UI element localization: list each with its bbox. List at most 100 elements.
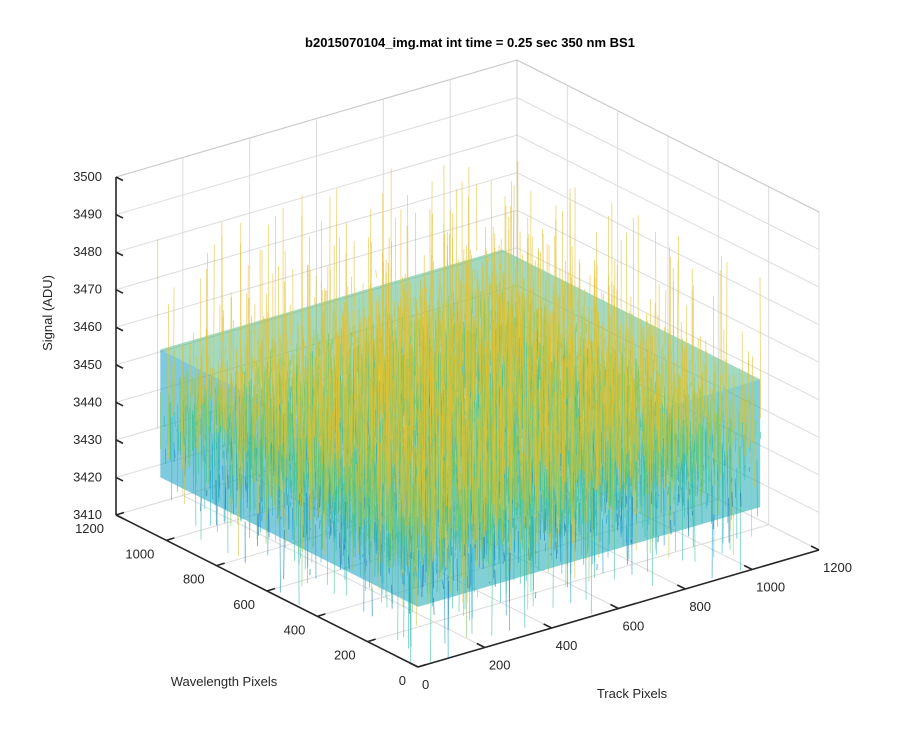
surface-strand [701,479,703,524]
surface-strand [704,395,706,415]
surface-strand [578,259,580,385]
surface-strand [604,370,607,400]
surface-strand [712,514,715,530]
surface-strand [537,389,540,411]
surface-strand [678,373,680,442]
surface-strand [476,417,478,439]
surface-strand [719,417,722,475]
surface-strand [457,299,459,301]
surface-strand [688,358,691,444]
surface-strand [577,380,579,396]
surface-strand [495,281,498,304]
surface-strand [730,449,732,520]
surface-strand [649,400,652,519]
surface-strand [602,445,604,447]
surface-strand [662,420,664,465]
surface-strand [462,249,465,289]
surface-strand [585,323,588,333]
surface-strand [657,494,660,497]
surface-strand [482,269,485,354]
surface-strand [650,426,652,494]
surface-strand [667,486,669,496]
surface-strand [677,463,679,480]
surface-strand [739,368,741,422]
surface-strand [724,459,726,506]
surface-strand [593,396,595,446]
back-top-edge-x [115,59,518,178]
surface-strand [334,355,336,357]
surface-strand [526,341,528,357]
surface-strand [725,422,728,469]
surface-strand [538,352,541,367]
surface-strand [670,435,672,438]
surface-strand [743,398,745,440]
surface-strand [680,378,682,427]
surface-strand [693,442,696,562]
surface-strand [691,440,694,483]
surface-strand [681,338,683,464]
surface-strand [556,343,559,365]
surface-strand [653,303,656,372]
surface-strand [691,268,694,434]
surface-strand [602,293,604,358]
surface-strand [676,261,679,390]
surface-strand [741,421,743,449]
surface-strand [700,409,702,426]
surface-strand [696,442,699,474]
surface-mesh [157,161,761,664]
surface-strand [722,411,724,419]
surface-strand [705,431,707,468]
surface-strand [604,443,606,513]
surface-strand [577,366,579,369]
surface-strand [559,524,561,562]
surface-strand [373,338,375,360]
surface-strand [592,432,594,475]
surface-strand [671,457,673,479]
surface-strand [588,428,590,547]
surface-strand [489,282,492,298]
surface-strand [665,415,667,485]
surface-strand [715,414,718,436]
surface-strand [609,463,611,466]
surface-strand [728,427,730,443]
surface-strand [548,491,550,494]
surface-strand [712,390,714,429]
surface-strand [401,277,403,317]
surface-strand [722,472,725,544]
surface-strand [513,322,516,391]
surface-strand [711,422,713,514]
surface-strand [395,327,398,329]
surface-strand [717,429,719,453]
surface-strand [704,339,707,402]
surface-strand [711,485,713,579]
surface-strand [721,394,723,416]
surface-strand [340,305,342,345]
surface-strand [448,317,450,321]
surface-strand [676,444,679,469]
surface-strand [457,310,459,339]
surface-strand [578,347,581,389]
surface-strand [515,302,517,318]
surface-strand [575,349,577,379]
surface-strand [325,374,327,377]
surface-strand [504,356,507,396]
surface-strand [522,318,524,374]
surface-strand [644,378,646,457]
surface-strand [687,399,689,500]
surface-strand [690,441,693,469]
surface-strand [604,372,606,388]
surface-strand [698,466,701,468]
back-top-edge-y [516,59,820,213]
surface-strand [721,444,723,500]
surface-strand [613,285,615,404]
surface-strand [759,277,761,419]
surface-strand [716,416,719,464]
surface-strand [652,362,655,413]
surface-strand [487,258,489,265]
surface-strand [599,360,601,383]
surface-strand [627,375,630,458]
surface-strand [662,354,665,393]
surface-strand [464,340,466,389]
surface-strand [574,371,577,394]
